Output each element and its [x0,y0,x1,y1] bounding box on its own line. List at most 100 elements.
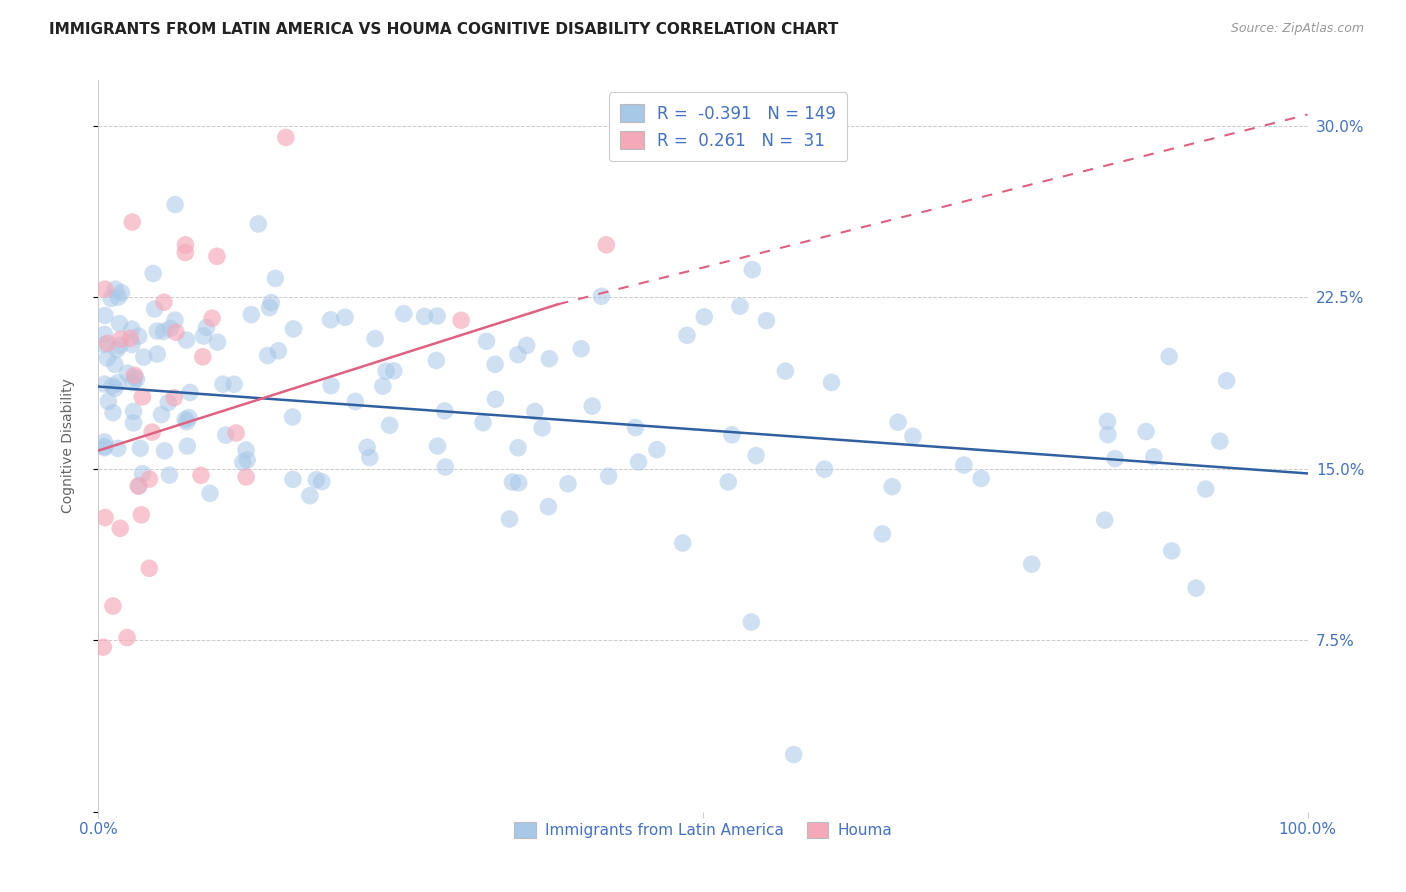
Point [319,313,342,327]
Point [484,357,506,371]
Point [124,368,146,383]
Point [117,366,139,380]
Point [94,510,117,524]
Point [235,470,257,484]
Point [537,500,560,514]
Point [281,409,304,424]
Point [506,348,529,362]
Point [190,468,212,483]
Point [212,377,235,392]
Point [124,370,146,384]
Point [120,331,142,345]
Point [523,404,546,418]
Point [129,442,152,456]
Point [516,338,538,352]
Point [104,358,127,372]
Point [872,527,894,541]
Point [508,475,530,490]
Point [215,428,238,442]
Point [110,285,132,300]
Point [174,245,197,260]
Point [364,332,387,346]
Point [627,455,650,469]
Point [371,379,394,393]
Point [1143,450,1166,464]
Point [138,472,160,486]
Point [222,377,245,392]
Point [101,406,124,420]
Point [104,381,127,395]
Point [163,313,186,327]
Point [676,328,699,343]
Point [472,416,495,430]
Point [131,390,153,404]
Point [232,455,254,469]
Point [122,416,145,430]
Point [970,471,993,485]
Point [152,325,174,339]
Point [267,343,290,358]
Point [1097,414,1119,428]
Point [235,443,257,458]
Point [484,392,506,407]
Point [104,282,127,296]
Point [392,307,415,321]
Point [1094,513,1116,527]
Y-axis label: Cognitive Disability: Cognitive Disability [60,378,75,514]
Point [595,238,617,252]
Point [319,378,342,392]
Point [298,489,321,503]
Point [311,475,333,489]
Point [882,480,904,494]
Point [1135,425,1157,439]
Point [375,364,398,378]
Point [176,415,198,429]
Point [127,479,149,493]
Point [953,458,976,472]
Point [624,420,647,434]
Point [174,412,197,426]
Point [121,322,143,336]
Point [93,435,115,450]
Point [344,394,367,409]
Point [501,475,523,489]
Point [105,343,128,357]
Point [433,404,456,418]
Point [91,640,114,655]
Text: IMMIGRANTS FROM LATIN AMERICA VS HOUMA COGNITIVE DISABILITY CORRELATION CHART: IMMIGRANTS FROM LATIN AMERICA VS HOUMA C… [49,22,838,37]
Point [434,459,457,474]
Point [121,337,143,351]
Point [305,473,328,487]
Point [143,301,166,316]
Point [93,440,115,454]
Point [107,376,129,390]
Point [901,429,924,443]
Point [131,508,153,522]
Point [159,468,181,483]
Point [94,282,117,296]
Point [741,262,763,277]
Point [426,439,449,453]
Point [693,310,716,324]
Point [820,376,842,390]
Point [1209,434,1232,449]
Point [128,479,150,493]
Point [97,394,120,409]
Point [333,310,356,325]
Point [121,215,143,229]
Point [264,271,287,285]
Point [281,472,304,486]
Point [153,443,176,458]
Point [256,349,278,363]
Point [782,747,804,762]
Point [236,453,259,467]
Point [93,377,115,392]
Point [176,333,198,347]
Point [581,399,603,413]
Point [94,309,117,323]
Point [191,350,214,364]
Point [1104,451,1126,466]
Point [122,376,145,390]
Point [450,313,472,327]
Point [1195,482,1218,496]
